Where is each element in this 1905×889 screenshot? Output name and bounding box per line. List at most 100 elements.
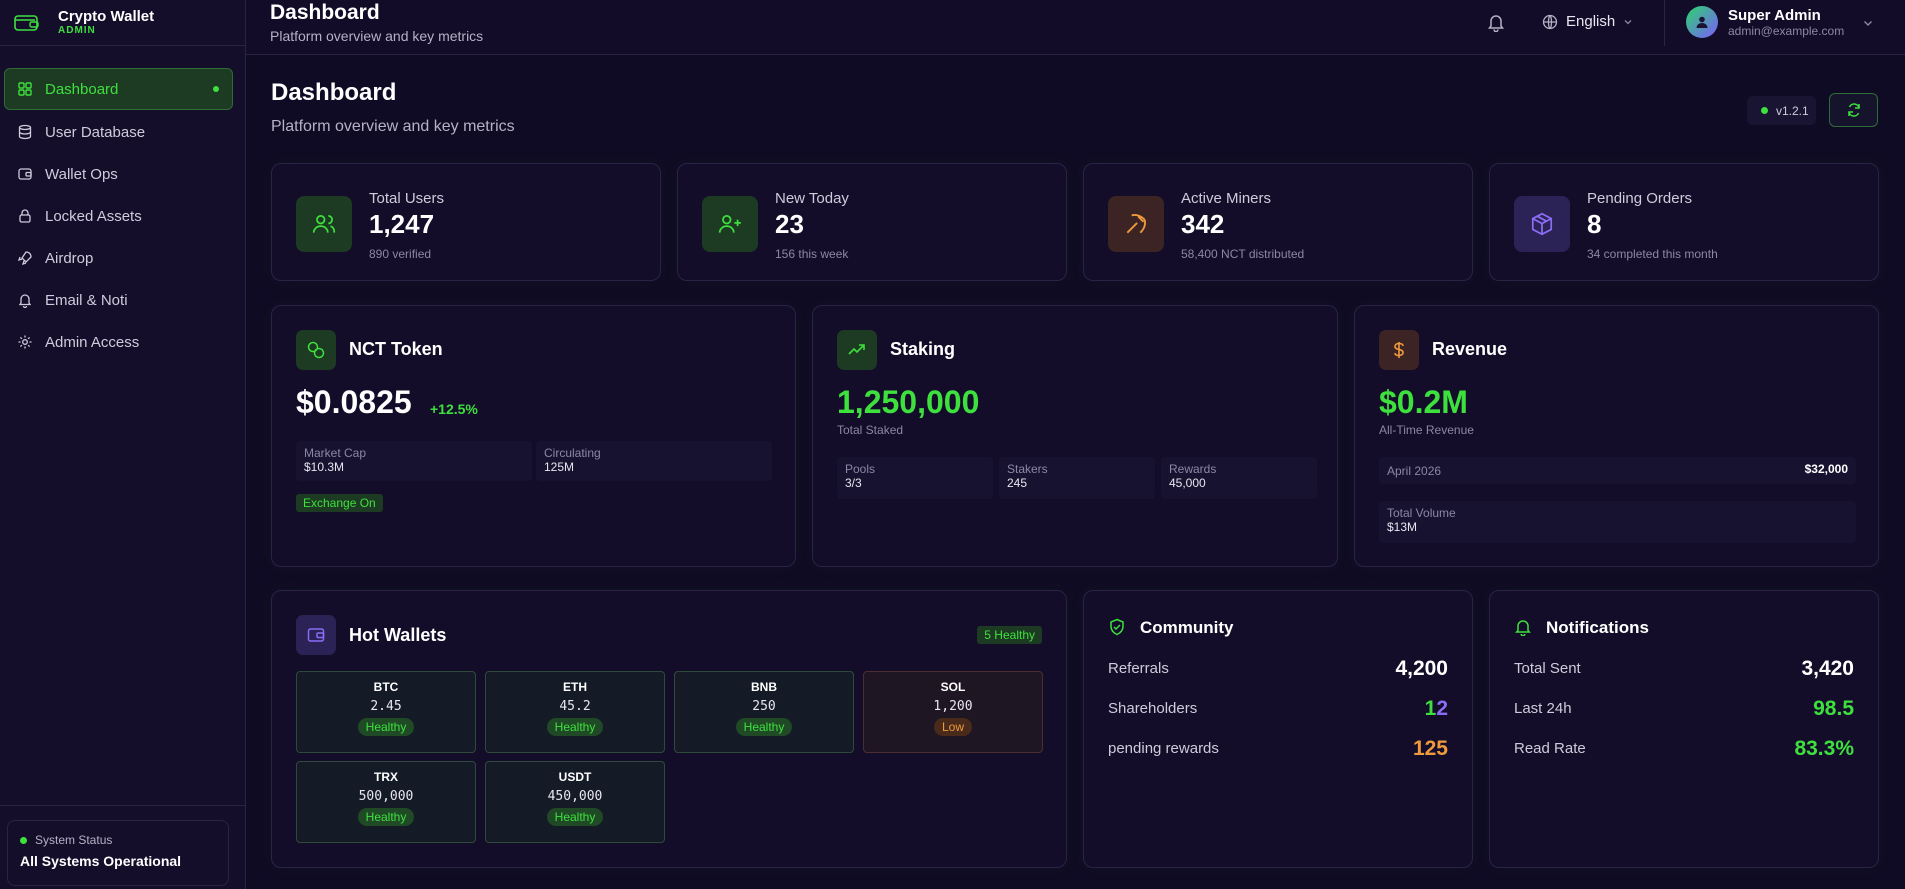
chevron-down-icon [1624,19,1632,24]
pools-value: 3/3 [845,476,862,490]
card-title: NCT Token [349,339,443,359]
database-icon [18,124,32,140]
stat-label: Active Miners [1181,190,1272,207]
refresh-icon [1847,103,1860,117]
revenue-total: $0.2M [1379,384,1468,420]
token-change: +12.5% [430,401,478,417]
wallet-card-bnb[interactable]: BNB 250 Healthy [674,671,854,753]
language-selector[interactable]: English [1542,13,1641,30]
community-card: Community Referrals 4,200 Shareholders 1… [1083,590,1473,868]
sidebar-item-email-noti[interactable]: Email & Noti [4,280,233,320]
total-staked-value: 1,250,000 [837,384,980,420]
sidebar-item-label: Email & Noti [45,291,128,309]
revenue-card: Revenue $0.2M All-Time Revenue April 202… [1354,305,1879,567]
stat-card-active-miners: Active Miners 342 58,400 NCT distributed [1083,163,1473,281]
user-email: admin@example.com [1728,23,1845,38]
main-content: Dashboard Platform overview and key metr… [246,55,1905,889]
user-plus-icon [718,215,741,233]
brand[interactable]: Crypto Wallet ADMIN [0,0,245,46]
stakers-value: 245 [1007,476,1028,490]
rewards-value: 45,000 [1169,476,1206,490]
pending-rewards-label: pending rewards [1108,740,1219,757]
wallet-card-sol[interactable]: SOL 1,200 Low [863,671,1043,753]
market-cap-value: $10.3M [304,460,345,474]
wallet-status-badge: Healthy [735,718,793,736]
sidebar-item-airdrop[interactable]: Airdrop [4,238,233,278]
wallet-card-btc[interactable]: BTC 2.45 Healthy [296,671,476,753]
card-title: Notifications [1546,618,1649,637]
wallet-symbol: ETH [563,680,587,694]
page-title: Dashboard [271,79,397,106]
total-sent-label: Total Sent [1514,660,1581,677]
total-volume-box: Total Volume $13M [1379,501,1856,543]
sidebar: Crypto Wallet ADMIN Dashboard User Datab… [0,0,246,889]
wallet-card-trx[interactable]: TRX 500,000 Healthy [296,761,476,843]
topbar: Dashboard Platform overview and key metr… [246,0,1905,55]
refresh-button[interactable] [1829,93,1878,127]
wallet-status-badge: Healthy [546,808,604,826]
nct-token-card: NCT Token $0.0825 +12.5% Market Cap $10.… [271,305,796,567]
stat-subtext: 58,400 NCT distributed [1181,247,1305,261]
version-badge: v1.2.1 [1747,96,1816,125]
sidebar-item-label: Admin Access [45,333,140,351]
wallet-icon [307,628,325,642]
bell-icon [1515,620,1531,636]
read-rate-value: 83.3% [1794,737,1854,760]
sidebar-item-admin-access[interactable]: Admin Access [4,322,233,362]
exchange-status-badge: Exchange On [296,494,383,512]
wallet-status-badge: Low [933,718,972,736]
system-status-card: System Status All Systems Operational [7,820,229,886]
read-rate-label: Read Rate [1514,740,1586,757]
total-staked-label: Total Staked [837,423,904,437]
bell-icon [18,294,32,308]
stat-card-pending-orders: Pending Orders 8 34 completed this month [1489,163,1879,281]
circulating-box: Circulating 125M [536,441,772,481]
wallet-card-eth[interactable]: ETH 45.2 Healthy [485,671,665,753]
system-status-value: All Systems Operational [20,853,182,869]
wallet-icon [18,168,32,180]
version-dot [1761,107,1768,114]
user-menu[interactable]: Super Admin admin@example.com [1686,6,1874,38]
wallet-balance: 250 [752,699,776,714]
sidebar-item-label: Airdrop [45,249,94,267]
pools-label: Pools [845,462,876,476]
stat-value: 8 [1587,209,1602,239]
stat-subtext: 890 verified [369,247,432,261]
stat-value: 1,247 [369,209,435,239]
chevron-down-icon [1864,21,1873,26]
brand-title: Crypto Wallet [58,8,155,25]
volume-value: $13M [1387,520,1418,534]
wallet-symbol: SOL [940,680,966,694]
sidebar-item-user-database[interactable]: User Database [4,112,233,152]
sidebar-item-label: Dashboard [45,80,119,98]
sidebar-item-label: User Database [45,123,146,141]
rewards-label: Rewards [1169,462,1217,476]
wallet-balance: 1,200 [933,699,973,714]
notification-bell-icon[interactable] [1486,12,1506,32]
card-title: Revenue [1432,339,1508,359]
trending-up-icon [848,344,865,355]
dollar-icon [1394,342,1404,358]
wallet-status-badge: Healthy [357,718,415,736]
sidebar-item-label: Wallet Ops [45,165,118,183]
wallet-status-badge: Healthy [546,718,604,736]
version-label: v1.2.1 [1776,103,1809,118]
stakers-box: Stakers 245 [999,457,1155,499]
card-title: Hot Wallets [349,625,447,645]
sidebar-item-locked-assets[interactable]: Locked Assets [4,196,233,236]
wallet-symbol: USDT [558,770,592,784]
rewards-box: Rewards 45,000 [1161,457,1317,499]
stat-value: 342 [1181,209,1225,239]
active-indicator [213,86,219,92]
market-cap-box: Market Cap $10.3M [296,441,532,481]
sidebar-item-wallet-ops[interactable]: Wallet Ops [4,154,233,194]
grid-icon [18,82,32,96]
last-24h-label: Last 24h [1514,700,1572,717]
referrals-value: 4,200 [1395,657,1448,680]
sidebar-item-dashboard[interactable]: Dashboard [4,68,233,110]
wallet-card-usdt[interactable]: USDT 450,000 Healthy [485,761,665,843]
last-24h-value: 98.5 [1813,697,1854,720]
globe-icon [1542,14,1558,29]
stakers-label: Stakers [1007,462,1048,476]
lock-icon [19,209,31,223]
